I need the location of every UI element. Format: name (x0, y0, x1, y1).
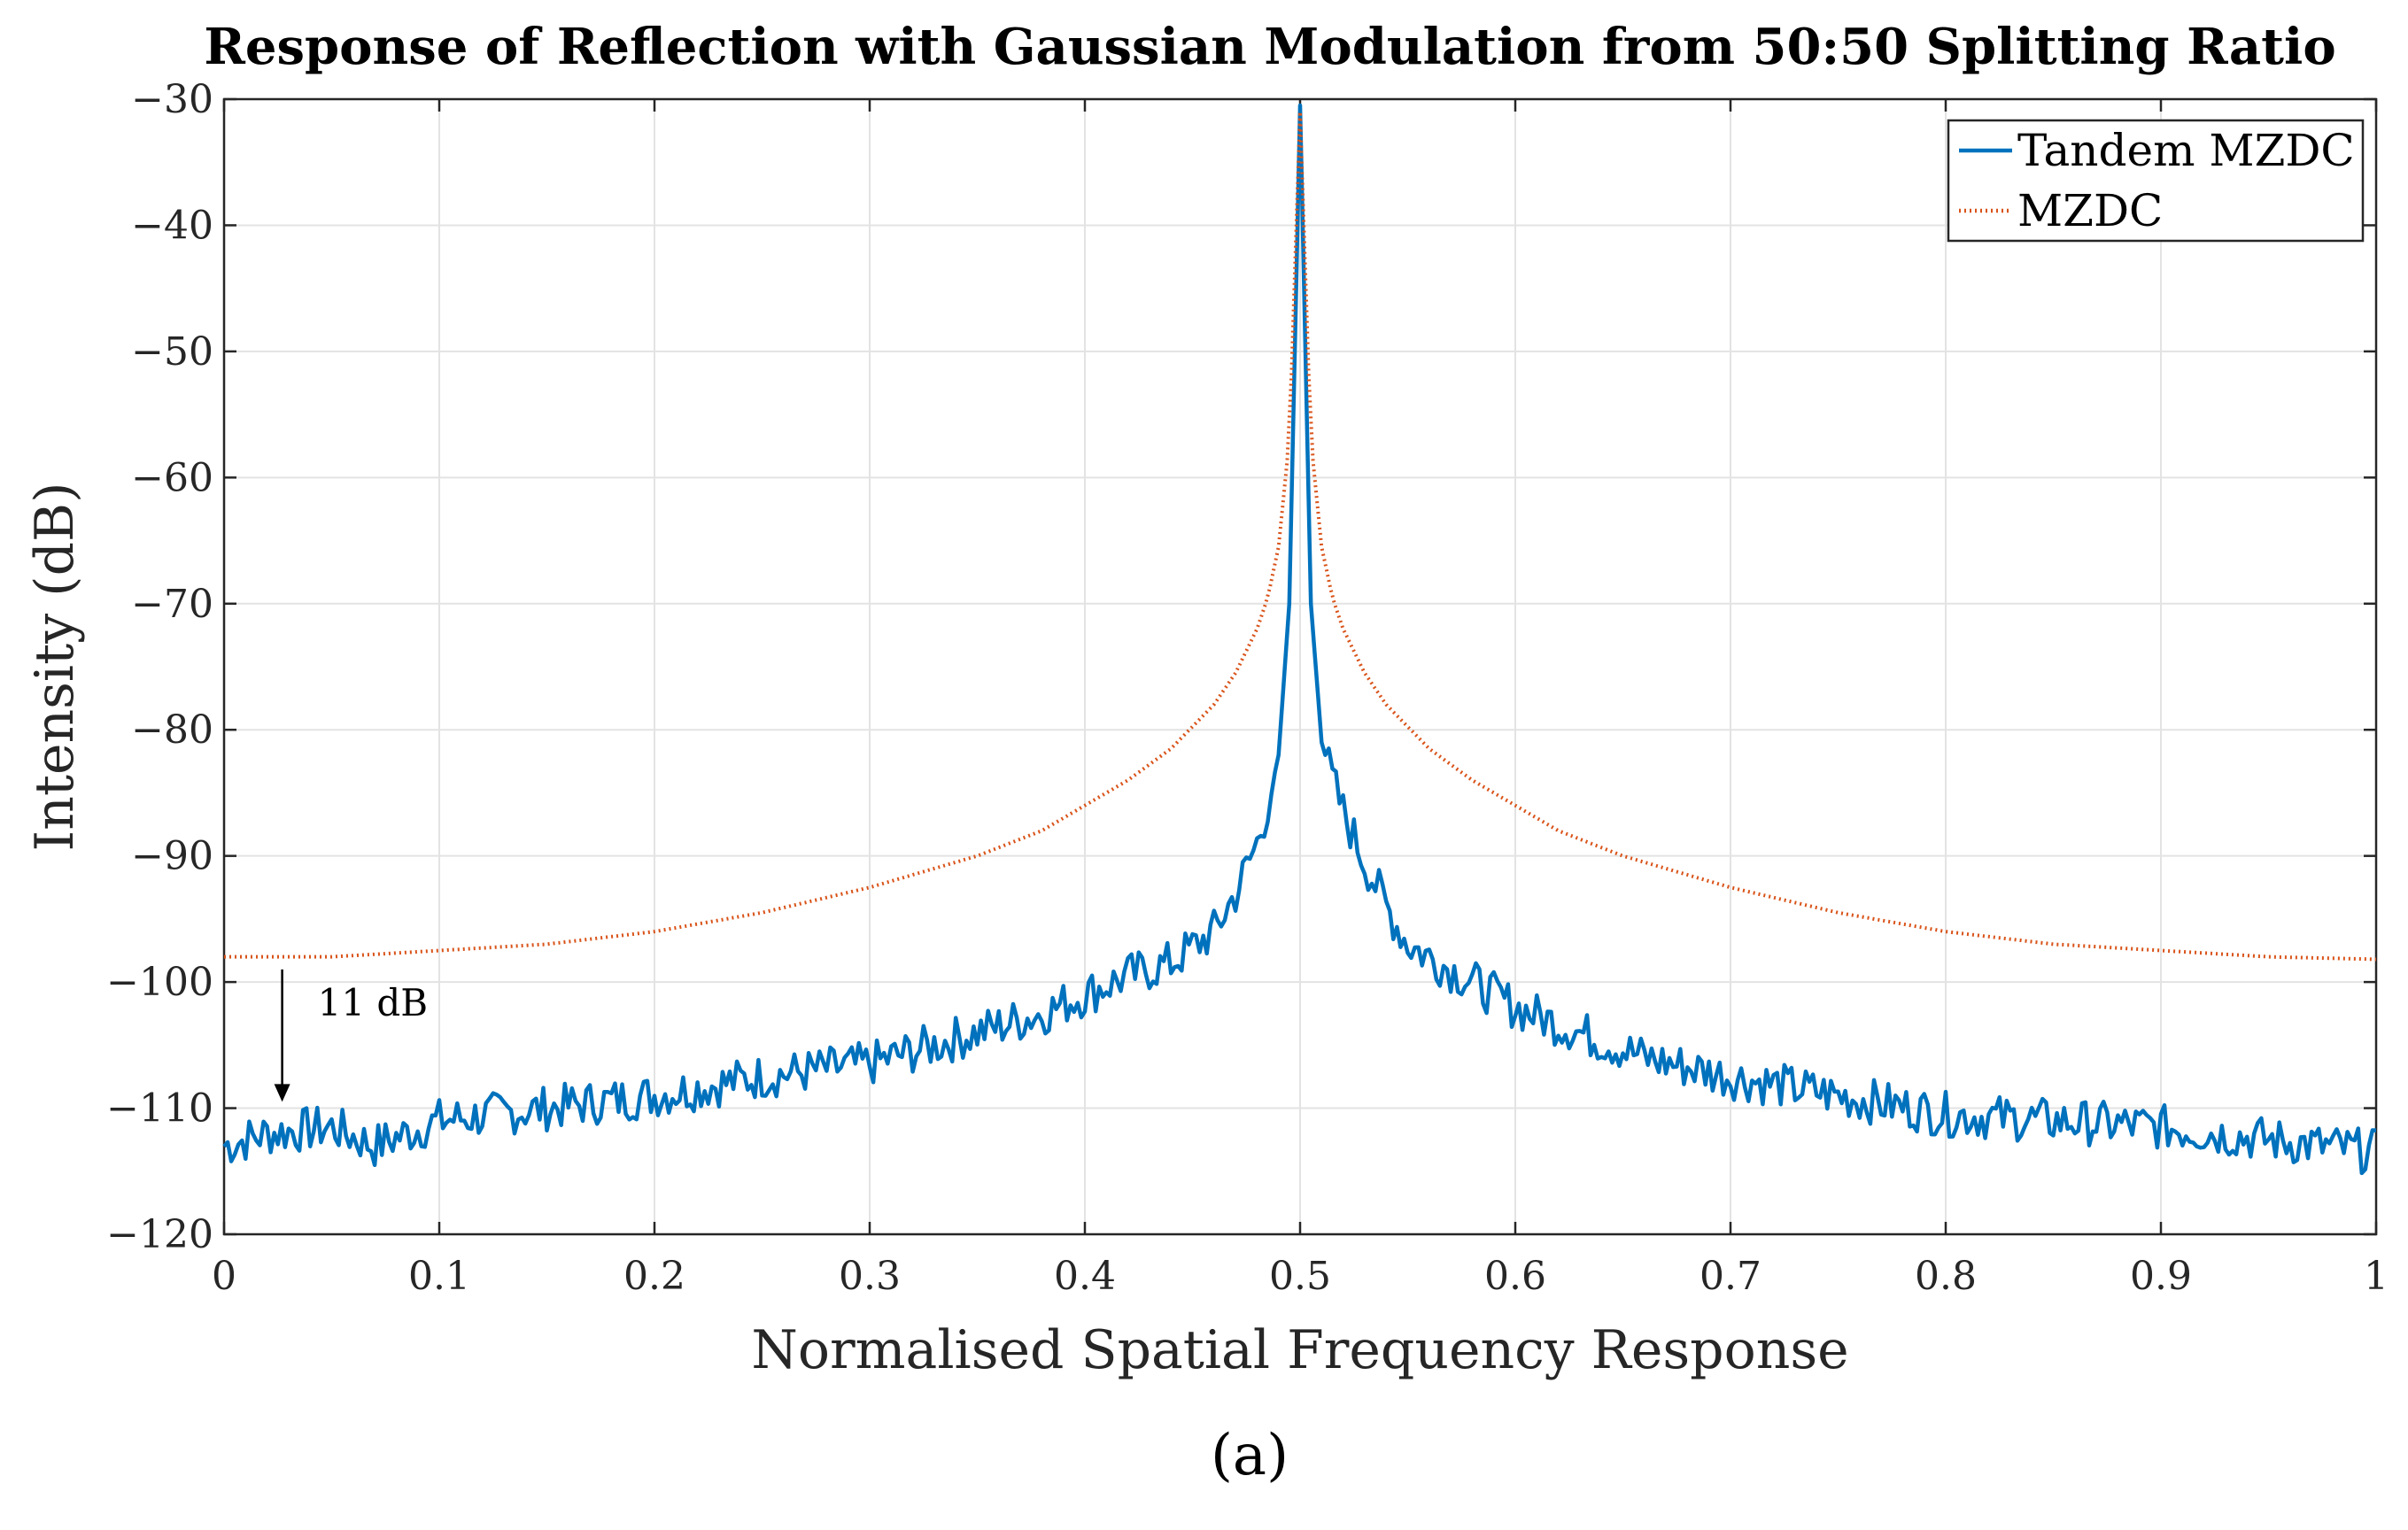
x-tick-label: 0.7 (1700, 1254, 1761, 1299)
x-tick-label: 0.5 (1269, 1254, 1331, 1299)
grid (224, 99, 2376, 1234)
y-tick-label: −120 (106, 1212, 213, 1257)
y-tick-label: −30 (131, 77, 213, 122)
x-tick-label: 0 (212, 1254, 236, 1299)
y-tick-label: −100 (106, 960, 213, 1005)
y-axis-label: Intensity (dB) (24, 483, 86, 852)
chart-title: Response of Reflection with Gaussian Mod… (204, 18, 2335, 76)
x-tick-label: 0.6 (1484, 1254, 1546, 1299)
y-axis: −30 −40 −50 −60 −70 −80 −90 −100 −110 −120 (106, 77, 2376, 1257)
y-tick-label: −40 (131, 203, 213, 248)
y-tick-label: −70 (131, 582, 213, 627)
x-axis-label: Normalised Spatial Frequency Response (751, 1319, 1848, 1381)
legend-label: Tandem MZDC (2017, 125, 2355, 176)
annotation-label: 11 dB (318, 981, 429, 1024)
y-tick-label: −90 (131, 834, 213, 879)
annotation: 11 dB (274, 969, 429, 1102)
x-tick-label: 0.8 (1915, 1254, 1977, 1299)
x-tick-label: 1 (2364, 1254, 2389, 1299)
series-line-tandem-mzdc (222, 103, 2377, 1176)
y-tick-label: −60 (131, 455, 213, 500)
x-tick-label: 0.2 (623, 1254, 685, 1299)
y-tick-label: −80 (131, 707, 213, 753)
x-tick-label: 0.9 (2130, 1254, 2192, 1299)
y-tick-label: −110 (106, 1086, 213, 1132)
x-axis: 0 0.1 0.2 0.3 0.4 0.5 0.6 0.7 0.8 0.9 1 (212, 99, 2389, 1299)
annotation-arrow-head (274, 1084, 290, 1102)
figure-caption: (a) (1211, 1423, 1289, 1488)
x-tick-label: 0.3 (839, 1254, 901, 1299)
series-group (222, 103, 2377, 1176)
x-tick-label: 0.4 (1054, 1254, 1116, 1299)
y-tick-label: −50 (131, 329, 213, 375)
legend-label: MZDC (2017, 185, 2163, 236)
legend: Tandem MZDC MZDC (1947, 119, 2365, 243)
legend-box (1947, 119, 2365, 243)
x-tick-label: 0.1 (408, 1254, 470, 1299)
